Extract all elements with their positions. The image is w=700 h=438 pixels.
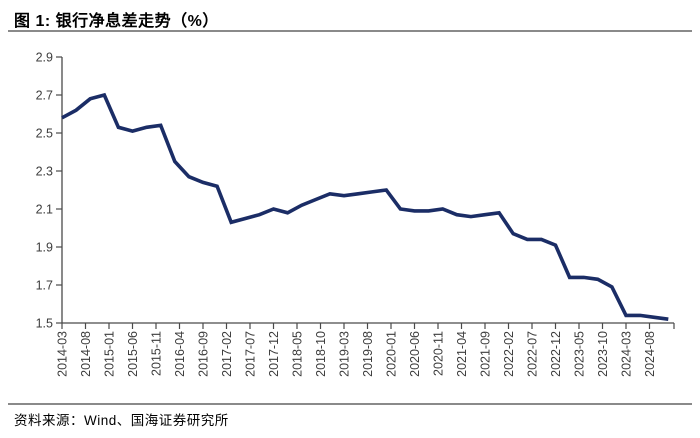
x-tick-label: 2021-09 (479, 331, 493, 377)
nim-line-series (61, 92, 669, 321)
x-tick-label: 2015-11 (150, 331, 164, 376)
y-tick-label: 1.7 (36, 279, 53, 293)
y-tick-label: 1.9 (36, 241, 53, 255)
x-axis-ticks: 2014-03 2014-08 2015-01 2015-06 2015-11 2016-… (56, 323, 675, 377)
x-tick-label: 2020-06 (408, 331, 422, 377)
y-tick-label: 1.5 (36, 317, 53, 331)
x-tick-label: 2022-02 (502, 331, 516, 377)
title-divider (8, 30, 692, 32)
x-tick-label: 2023-05 (573, 331, 587, 377)
x-tick-label: 2014-03 (56, 331, 70, 377)
x-tick-label: 2017-12 (267, 331, 281, 377)
y-tick-label: 2.9 (36, 51, 53, 65)
y-tick-label: 2.3 (36, 165, 53, 179)
y-tick-label: 2.1 (36, 203, 53, 217)
x-tick-label: 2015-06 (126, 331, 140, 377)
x-tick-label: 2018-05 (291, 331, 305, 377)
x-tick-label: 2017-02 (220, 331, 234, 377)
x-tick-label: 2015-01 (103, 331, 117, 377)
x-tick-label: 2017-07 (244, 331, 258, 377)
x-tick-label: 2022-12 (549, 331, 563, 377)
y-tick-label: 2.5 (36, 127, 53, 141)
x-tick-label: 2020-11 (432, 331, 446, 376)
x-tick-label: 2021-04 (455, 331, 469, 377)
x-tick-label: 2016-04 (173, 331, 187, 377)
x-tick-label: 2022-07 (526, 331, 540, 377)
x-tick-label: 2014-08 (79, 331, 93, 377)
x-tick-label: 2020-01 (385, 331, 399, 377)
x-tick-label: 2019-03 (338, 331, 352, 377)
x-tick-label: 2024-08 (643, 331, 657, 377)
y-tick-label: 2.7 (36, 89, 53, 103)
x-tick-label: 2018-10 (314, 331, 328, 377)
x-tick-label: 2023-10 (596, 331, 610, 377)
figure-title: 图 1: 银行净息差走势（%） (14, 13, 219, 30)
data-source: 资料来源：Wind、国海证券研究所 (14, 413, 229, 428)
y-axis-ticks: 1.5 1.7 1.9 2.1 2.3 2.5 2.7 2.9 (36, 51, 62, 331)
footer-divider (8, 403, 692, 405)
chart-axes (61, 57, 674, 324)
x-tick-label: 2016-09 (197, 331, 211, 377)
x-tick-label: 2019-08 (361, 331, 375, 377)
x-tick-label: 2024-03 (620, 331, 634, 377)
